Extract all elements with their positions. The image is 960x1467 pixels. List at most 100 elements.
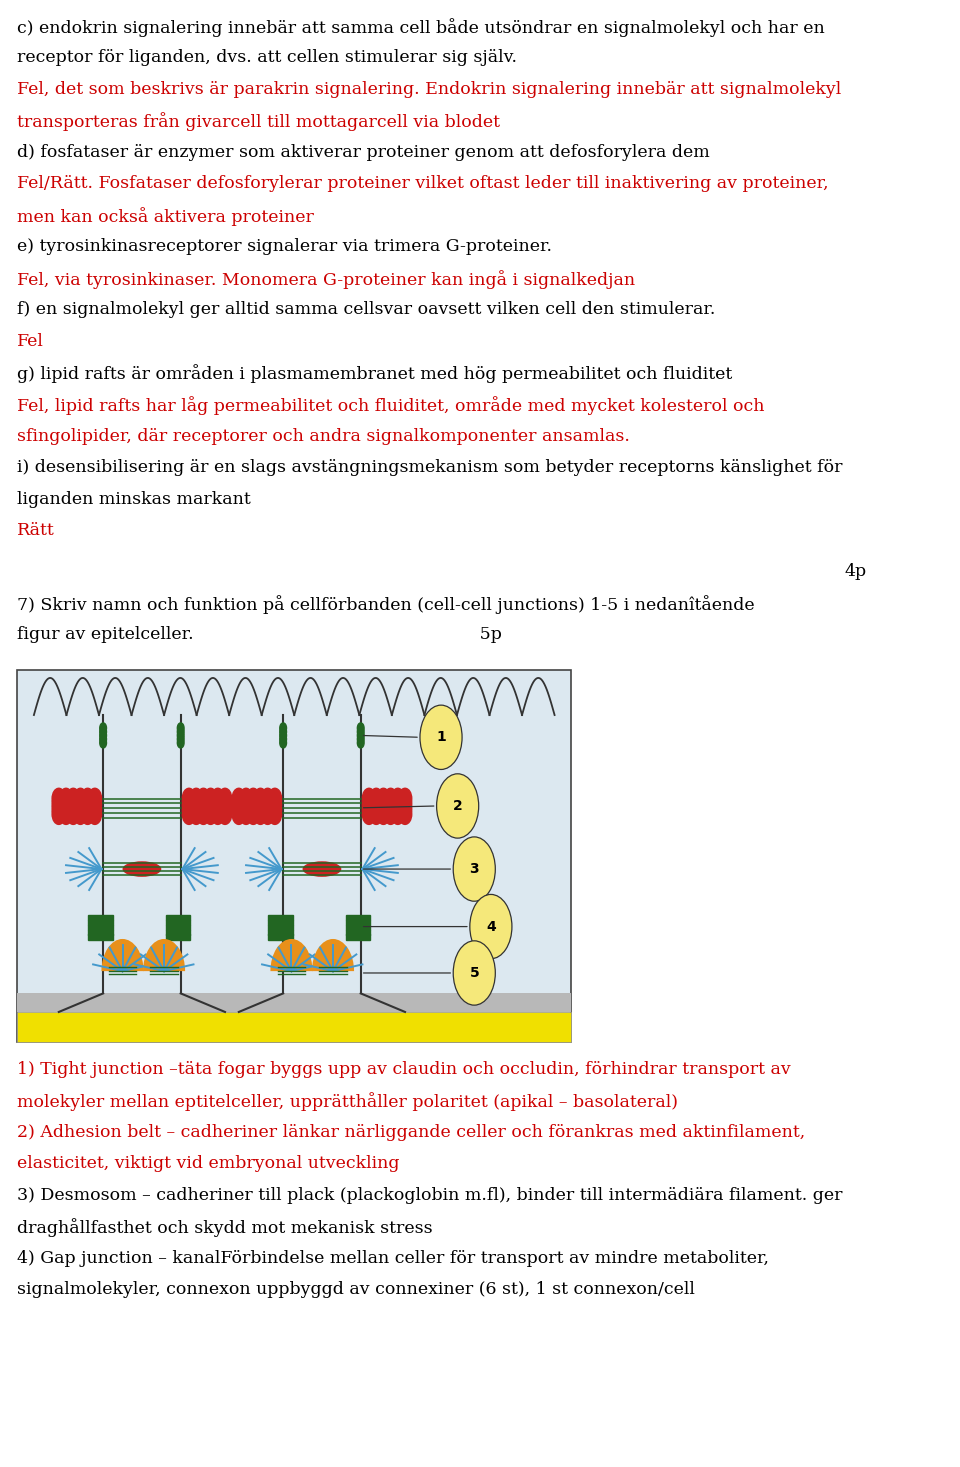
- Circle shape: [178, 731, 184, 741]
- Circle shape: [239, 788, 252, 808]
- Circle shape: [279, 738, 286, 748]
- Circle shape: [218, 804, 231, 824]
- Bar: [268, 915, 293, 920]
- Circle shape: [279, 726, 286, 736]
- Circle shape: [178, 738, 184, 748]
- Circle shape: [178, 734, 184, 744]
- Circle shape: [420, 706, 462, 770]
- Circle shape: [81, 794, 94, 814]
- Ellipse shape: [302, 861, 342, 877]
- Text: 5: 5: [469, 965, 479, 980]
- Bar: [166, 924, 190, 930]
- Circle shape: [60, 788, 73, 808]
- Circle shape: [370, 798, 383, 819]
- Circle shape: [357, 726, 364, 736]
- Circle shape: [247, 804, 260, 824]
- Text: i) desensibilisering är en slags avstängningsmekanism som betyder receptorns kän: i) desensibilisering är en slags avstäng…: [17, 459, 843, 477]
- Text: signalmolekyler, connexon uppbyggd av connexiner (6 st), 1 st connexon/cell: signalmolekyler, connexon uppbyggd av co…: [17, 1281, 695, 1298]
- Circle shape: [362, 788, 375, 808]
- Circle shape: [398, 804, 412, 824]
- Circle shape: [453, 940, 495, 1005]
- Ellipse shape: [123, 861, 161, 877]
- Text: men kan också aktivera proteiner: men kan också aktivera proteiner: [17, 207, 314, 226]
- Circle shape: [232, 798, 246, 819]
- Circle shape: [100, 738, 107, 748]
- Text: 3: 3: [469, 863, 479, 876]
- Circle shape: [189, 804, 203, 824]
- Circle shape: [74, 798, 87, 819]
- Circle shape: [100, 731, 107, 741]
- Circle shape: [197, 798, 210, 819]
- Circle shape: [261, 804, 275, 824]
- Text: Rätt: Rätt: [17, 522, 55, 540]
- Circle shape: [253, 794, 267, 814]
- Circle shape: [362, 798, 375, 819]
- Circle shape: [100, 726, 107, 736]
- Circle shape: [247, 788, 260, 808]
- Circle shape: [197, 788, 210, 808]
- Text: g) lipid rafts är områden i plasmamembranet med hög permeabilitet och fluiditet: g) lipid rafts är områden i plasmamembra…: [17, 364, 732, 383]
- Circle shape: [384, 788, 397, 808]
- Circle shape: [81, 804, 94, 824]
- Text: Fel/Rätt. Fosfataser defosforylerar proteiner vilket oftast leder till inaktiver: Fel/Rätt. Fosfataser defosforylerar prot…: [17, 175, 828, 192]
- Text: sfingolipider, där receptorer och andra signalkomponenter ansamlas.: sfingolipider, där receptorer och andra …: [17, 427, 630, 445]
- Circle shape: [204, 794, 217, 814]
- Bar: [166, 920, 190, 926]
- Circle shape: [253, 804, 267, 824]
- Wedge shape: [102, 939, 144, 971]
- Text: 2) Adhesion belt – cadheriner länkar närliggande celler och förankras med aktinf: 2) Adhesion belt – cadheriner länkar när…: [17, 1124, 805, 1141]
- Circle shape: [232, 804, 246, 824]
- Text: receptor för liganden, dvs. att cellen stimulerar sig själv.: receptor för liganden, dvs. att cellen s…: [17, 48, 517, 66]
- Circle shape: [211, 798, 225, 819]
- Circle shape: [52, 798, 65, 819]
- Circle shape: [189, 788, 203, 808]
- Bar: [17, 670, 571, 1042]
- Circle shape: [182, 804, 196, 824]
- Circle shape: [66, 794, 80, 814]
- Circle shape: [279, 734, 286, 744]
- Text: transporteras från givarcell till mottagarcell via blodet: transporteras från givarcell till mottag…: [17, 111, 500, 131]
- Circle shape: [279, 723, 286, 734]
- Circle shape: [279, 731, 286, 741]
- Circle shape: [398, 794, 412, 814]
- Circle shape: [211, 804, 225, 824]
- Circle shape: [204, 804, 217, 824]
- Text: Fel: Fel: [17, 333, 44, 351]
- Bar: [17, 993, 571, 1012]
- Text: Fel, via tyrosinkinaser. Monomera G-proteiner kan ingå i signalkedjan: Fel, via tyrosinkinaser. Monomera G-prot…: [17, 270, 636, 289]
- Circle shape: [391, 804, 404, 824]
- Text: liganden minskas markant: liganden minskas markant: [17, 490, 251, 508]
- Text: 7) Skriv namn och funktion på cellförbanden (cell-cell junctions) 1-5 i nedanîtå: 7) Skriv namn och funktion på cellförban…: [17, 594, 755, 613]
- Circle shape: [391, 798, 404, 819]
- Circle shape: [239, 798, 252, 819]
- Bar: [346, 934, 371, 939]
- Text: figur av epitelceller.                                                    5p: figur av epitelceller. 5p: [17, 626, 502, 644]
- Text: e) tyrosinkinasreceptorer signalerar via trimera G-proteiner.: e) tyrosinkinasreceptorer signalerar via…: [17, 238, 552, 255]
- Text: Fel, det som beskrivs är parakrin signalering. Endokrin signalering innebär att : Fel, det som beskrivs är parakrin signal…: [17, 81, 842, 98]
- Circle shape: [384, 804, 397, 824]
- Circle shape: [100, 734, 107, 744]
- Circle shape: [204, 788, 217, 808]
- Circle shape: [232, 794, 246, 814]
- Bar: [346, 924, 371, 930]
- Text: 1) Tight junction –täta fogar byggs upp av claudin och occludin, förhindrar tran: 1) Tight junction –täta fogar byggs upp …: [17, 1061, 791, 1078]
- Bar: [88, 934, 112, 939]
- Circle shape: [253, 798, 267, 819]
- Text: f) en signalmolekyl ger alltid samma cellsvar oavsett vilken cell den stimulerar: f) en signalmolekyl ger alltid samma cel…: [17, 301, 715, 318]
- Circle shape: [247, 798, 260, 819]
- Circle shape: [52, 788, 65, 808]
- Circle shape: [398, 788, 412, 808]
- Bar: [268, 920, 293, 926]
- Circle shape: [239, 794, 252, 814]
- Text: 4: 4: [486, 920, 495, 933]
- Text: 2: 2: [453, 800, 463, 813]
- Circle shape: [60, 804, 73, 824]
- Bar: [268, 934, 293, 939]
- Circle shape: [469, 895, 512, 959]
- Circle shape: [74, 788, 87, 808]
- Circle shape: [261, 788, 275, 808]
- Circle shape: [232, 788, 246, 808]
- Circle shape: [81, 798, 94, 819]
- Bar: [17, 1012, 571, 1042]
- Bar: [88, 920, 112, 926]
